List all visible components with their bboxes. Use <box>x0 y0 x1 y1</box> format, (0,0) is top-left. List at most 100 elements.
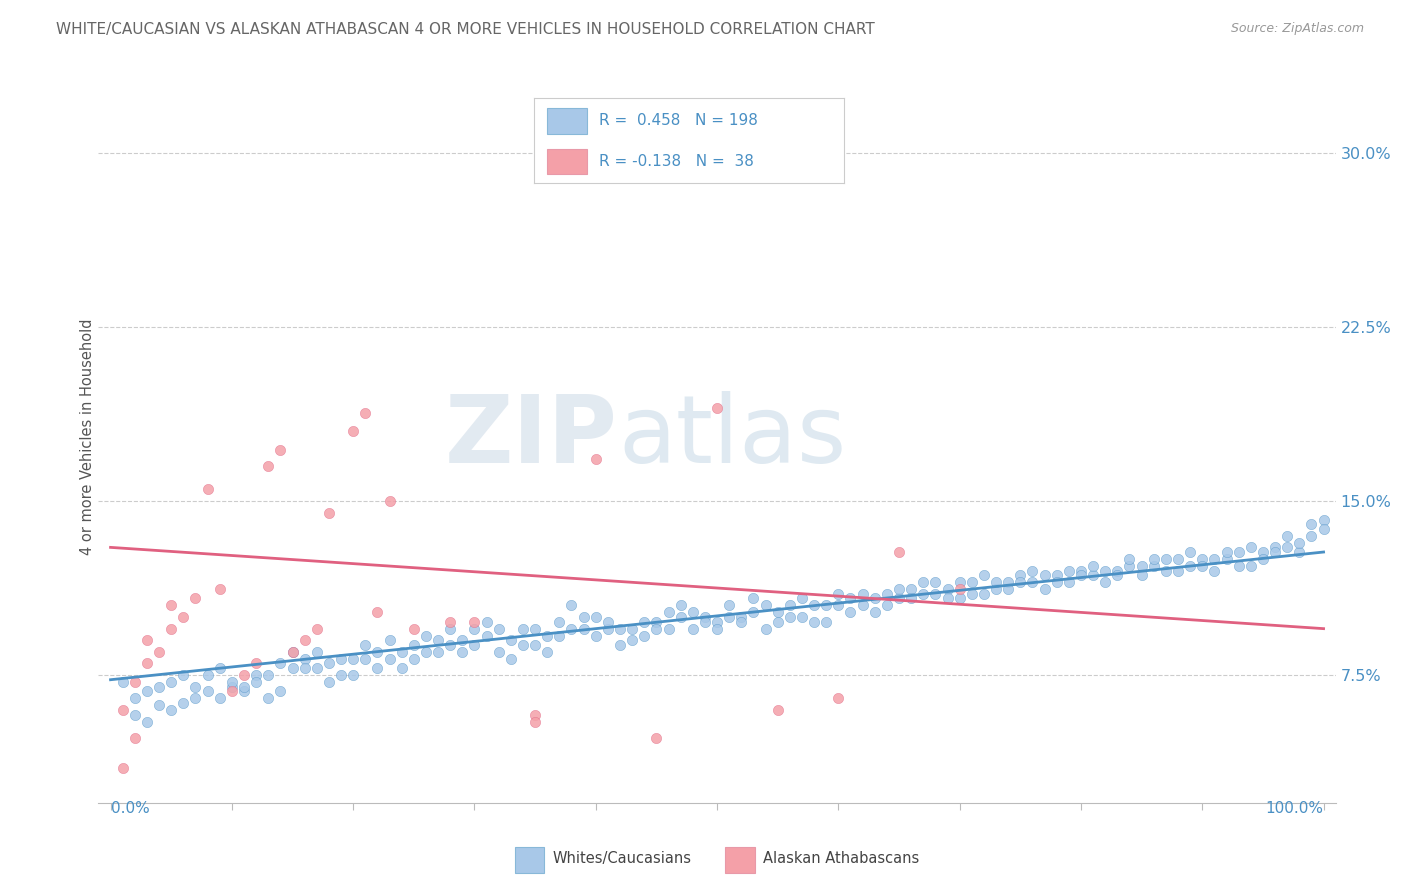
Point <box>488 622 510 636</box>
Point <box>330 668 353 682</box>
Point <box>1312 522 1334 536</box>
Point <box>233 668 256 682</box>
Point <box>136 657 159 671</box>
Point <box>852 587 875 601</box>
Point <box>160 622 183 636</box>
Point <box>1215 545 1237 559</box>
Point <box>184 591 207 606</box>
Point <box>1301 529 1323 543</box>
Point <box>1204 564 1226 578</box>
Point <box>1081 568 1104 582</box>
Point <box>136 684 159 698</box>
Text: Source: ZipAtlas.com: Source: ZipAtlas.com <box>1230 22 1364 36</box>
Point <box>366 645 388 659</box>
Point <box>766 703 789 717</box>
Bar <box>547 149 586 175</box>
Point <box>294 652 316 666</box>
Point <box>645 622 668 636</box>
Text: atlas: atlas <box>619 391 846 483</box>
Point <box>803 599 825 613</box>
Point <box>633 615 655 629</box>
Point <box>245 668 267 682</box>
Point <box>1094 564 1116 578</box>
Point <box>1312 512 1334 526</box>
Point <box>1143 558 1166 573</box>
Point <box>524 638 547 652</box>
Point <box>852 599 875 613</box>
Point <box>1130 568 1153 582</box>
Point <box>1275 529 1298 543</box>
Point <box>742 591 765 606</box>
Point <box>512 638 534 652</box>
Point <box>499 652 522 666</box>
Point <box>415 645 437 659</box>
Point <box>657 606 679 620</box>
Point <box>876 599 898 613</box>
Point <box>427 645 450 659</box>
Point <box>451 645 474 659</box>
Point <box>960 575 983 590</box>
Point <box>402 652 425 666</box>
Point <box>1107 568 1129 582</box>
Point <box>172 668 194 682</box>
Point <box>233 684 256 698</box>
Point <box>208 691 231 706</box>
Point <box>839 591 862 606</box>
Point <box>718 610 741 624</box>
Point <box>305 661 328 675</box>
Point <box>693 610 716 624</box>
Point <box>124 691 146 706</box>
Text: 0.0%: 0.0% <box>111 801 149 816</box>
Point <box>621 622 644 636</box>
Point <box>960 587 983 601</box>
Point <box>415 629 437 643</box>
Point <box>160 599 183 613</box>
Point <box>1227 558 1250 573</box>
Point <box>1070 568 1092 582</box>
Point <box>245 657 267 671</box>
Point <box>585 610 607 624</box>
Point <box>1046 568 1069 582</box>
Point <box>973 587 995 601</box>
Point <box>221 675 243 690</box>
Point <box>402 622 425 636</box>
Point <box>755 622 778 636</box>
Point <box>1033 568 1056 582</box>
Point <box>779 610 801 624</box>
Point <box>949 575 972 590</box>
Point <box>1288 545 1310 559</box>
Point <box>318 657 340 671</box>
Point <box>354 638 377 652</box>
Point <box>366 661 388 675</box>
Point <box>790 591 813 606</box>
Point <box>621 633 644 648</box>
Point <box>1118 558 1140 573</box>
Point <box>827 599 849 613</box>
Point <box>221 680 243 694</box>
Point <box>887 545 910 559</box>
Point <box>682 622 704 636</box>
Text: Whites/Caucasians: Whites/Caucasians <box>553 851 692 866</box>
Point <box>755 599 778 613</box>
Point <box>1021 575 1043 590</box>
Point <box>269 684 291 698</box>
Point <box>524 622 547 636</box>
Point <box>645 731 668 745</box>
Point <box>1288 535 1310 549</box>
Point <box>790 610 813 624</box>
Point <box>136 633 159 648</box>
Point <box>706 401 728 415</box>
Point <box>148 645 170 659</box>
Point <box>548 629 571 643</box>
Point <box>1240 541 1263 555</box>
Point <box>1167 552 1189 566</box>
Point <box>984 582 1007 597</box>
Point <box>366 606 388 620</box>
Point <box>1204 552 1226 566</box>
Point <box>378 494 401 508</box>
Point <box>682 606 704 620</box>
Point <box>1178 558 1201 573</box>
Point <box>124 707 146 722</box>
Point <box>936 582 959 597</box>
Point <box>257 691 280 706</box>
